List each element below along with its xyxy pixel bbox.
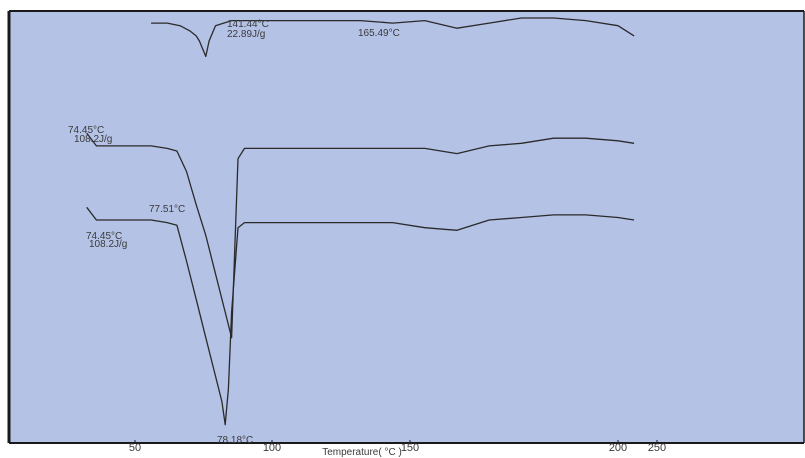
peak-annotation: 108.2J/g [74, 134, 112, 145]
x-tick-label: 200 [609, 442, 627, 454]
x-tick-label: 250 [648, 442, 666, 454]
peak-annotation: 22.89J/g [227, 29, 265, 40]
peak-annotations: 141.44°C22.89J/g 165.49°C74.45°C108.2J/g7… [68, 19, 400, 446]
x-ticks: 50 100 150 200 250 [129, 440, 666, 454]
dsc-curve-3 [86, 206, 635, 426]
dsc-curve-1 [151, 17, 635, 58]
peak-annotation: 74.45°C [86, 231, 122, 242]
peak-annotation: 77.51°C [149, 204, 185, 215]
peak-annotation: 74.45°C [68, 125, 104, 136]
x-tick-label: 100 [263, 442, 281, 454]
x-tick-label: 50 [129, 442, 141, 454]
plot-background [9, 11, 804, 443]
peak-annotation: 78.18°C [217, 435, 253, 446]
peak-annotation: 165.49°C [358, 28, 400, 39]
dsc-curve-2 [86, 132, 635, 339]
x-tick-label: 150 [401, 442, 419, 454]
x-axis-label: Temperature( °C ) [322, 447, 402, 458]
dsc-curves [86, 17, 635, 426]
peak-annotation: 108.2J/g [89, 239, 127, 250]
peak-annotation: 141.44°C [227, 19, 269, 30]
